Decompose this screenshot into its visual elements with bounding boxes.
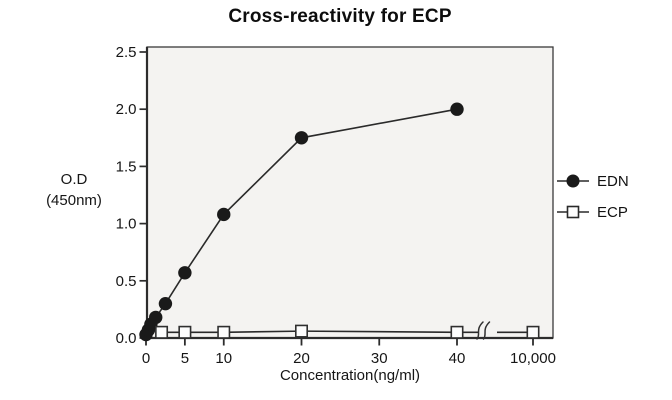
edn-point [149, 310, 163, 325]
y-axis-label-line2: (450nm) [46, 192, 102, 209]
x-tick-label: 20 [293, 350, 310, 367]
ecp-point [217, 325, 231, 339]
y-tick-label: 0.5 [116, 273, 137, 290]
y-tick-label: 2.0 [116, 101, 137, 118]
legend-label-edn: EDN [597, 172, 629, 190]
filled-circle-marker-icon [557, 174, 589, 188]
x-tick-label: 30 [371, 350, 388, 367]
edn-point [450, 102, 464, 116]
y-axis-label-line1: O.D [60, 171, 88, 188]
open-square-marker-icon [557, 205, 589, 219]
axis-break-icon [476, 321, 484, 340]
legend-item-ecp: ECP [556, 202, 629, 222]
ecp-point [450, 325, 464, 339]
ecp-point [294, 324, 308, 338]
ecp-point [155, 325, 169, 339]
edn-point [294, 131, 309, 145]
y-tick-label: 2.5 [116, 44, 137, 61]
y-tick-label: 1.5 [116, 158, 137, 175]
legend: EDN ECP [556, 171, 629, 222]
chart-title: Cross-reactivity for ECP [228, 6, 452, 27]
x-tick-label: 40 [449, 350, 466, 367]
x-tick-label: 0 [142, 350, 150, 367]
axis-break-icon [482, 321, 491, 340]
x-tick-label: 5 [181, 350, 189, 367]
x-tick-label: 10,000 [510, 350, 556, 367]
edn-point [217, 207, 231, 222]
x-tick-label: 10 [215, 350, 232, 367]
legend-item-edn: EDN [556, 171, 629, 191]
x-axis-label: Concentration(ng/ml) [279, 367, 421, 384]
edn-point [158, 296, 173, 311]
legend-label-ecp: ECP [597, 203, 628, 221]
y-tick-label: 1.0 [116, 216, 137, 233]
plot-area [146, 46, 554, 339]
ecp-point [178, 325, 192, 339]
ecp-point [526, 325, 540, 339]
y-axis-label: O.D (450nm) [36, 169, 112, 211]
edn-point [178, 266, 192, 280]
y-tick-label: 0.0 [116, 330, 137, 347]
